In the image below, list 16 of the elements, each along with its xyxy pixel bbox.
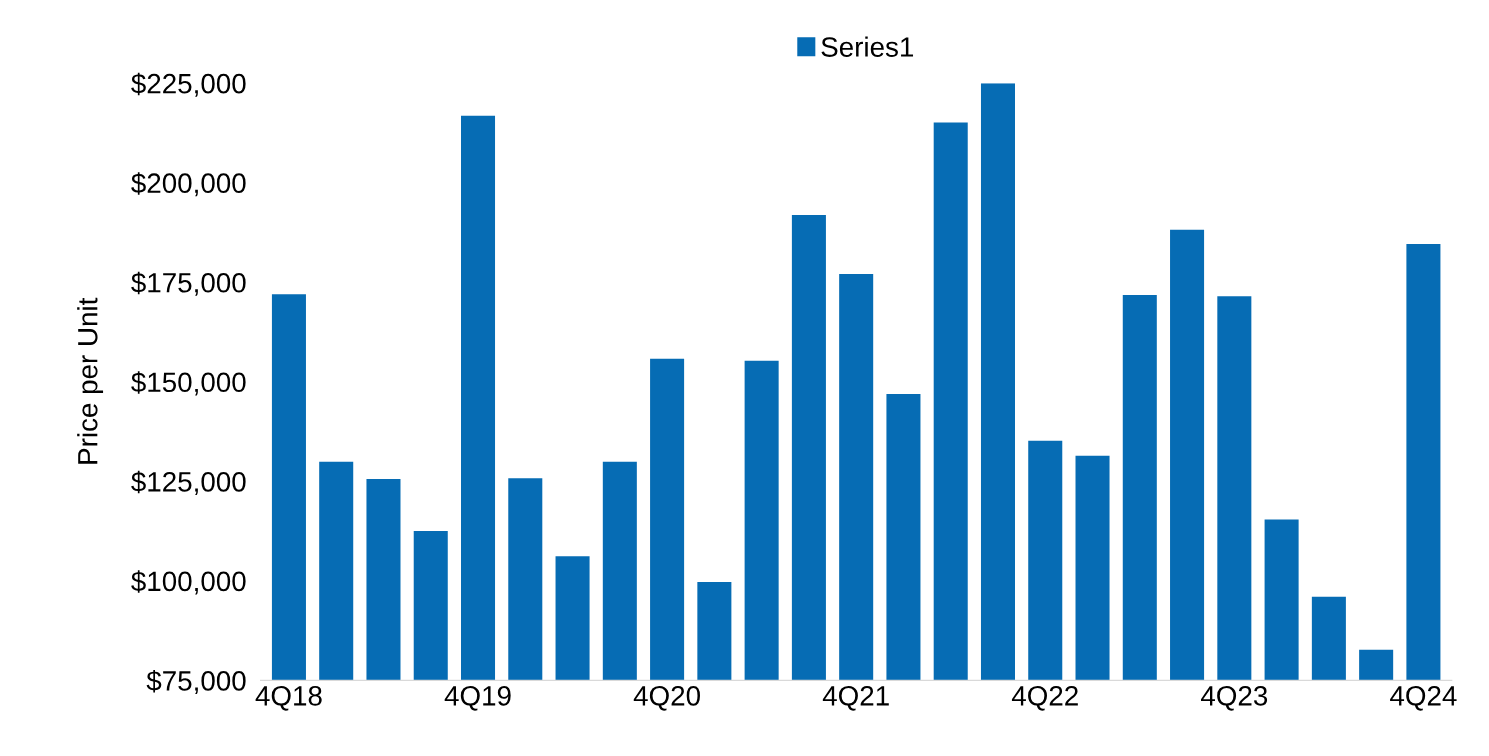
- x-tick-label: 4Q23: [1201, 685, 1268, 711]
- x-tick-label: 4Q20: [633, 685, 700, 711]
- y-tick-label: $175,000: [131, 271, 246, 296]
- y-tick-label: $150,000: [131, 371, 246, 396]
- y-tick-label: $125,000: [131, 470, 246, 495]
- x-tick-label: 4Q22: [1011, 685, 1078, 711]
- x-tick-label: 4Q21: [822, 685, 889, 711]
- y-tick-label: $75,000: [146, 669, 246, 695]
- y-tick-label: $100,000: [131, 570, 246, 595]
- x-tick-label: 4Q24: [1390, 685, 1457, 711]
- legend-label: Series1: [821, 36, 914, 57]
- x-tick-label: 4Q19: [444, 685, 511, 711]
- x-tick-label: 4Q18: [255, 685, 322, 711]
- y-tick-label: $200,000: [131, 172, 246, 197]
- y-axis-title: Price per Unit: [77, 297, 104, 464]
- y-tick-label: $225,000: [131, 72, 246, 97]
